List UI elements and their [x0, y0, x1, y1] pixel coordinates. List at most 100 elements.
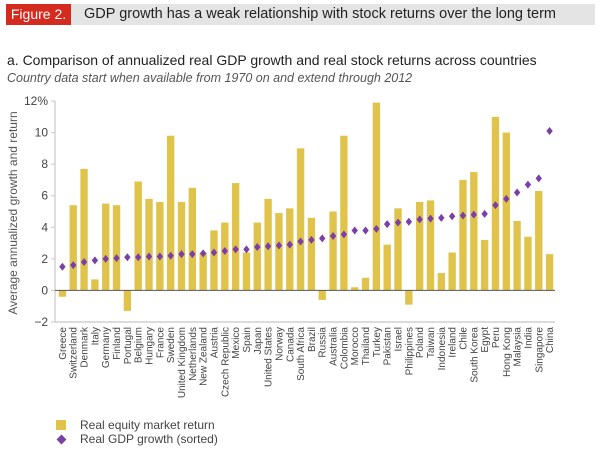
x-tick-label: Austria	[209, 327, 220, 359]
x-tick-label: Denmark	[80, 326, 91, 368]
y-axis-label: Average annualized growth and return	[6, 111, 20, 314]
y-tick-label: 8	[41, 157, 48, 171]
figure-tag: Figure 2.	[6, 4, 71, 25]
equity-bar	[351, 287, 359, 291]
equity-bar	[69, 205, 77, 291]
legend-label-equity: Real equity market return	[80, 418, 215, 432]
gdp-diamond-marker	[394, 218, 402, 227]
gdp-diamond-marker	[546, 126, 553, 135]
gdp-diamond-marker	[448, 212, 456, 221]
chart-subtitle: a. Comparison of annualized real GDP gro…	[7, 52, 537, 68]
gdp-diamond-marker	[178, 250, 185, 259]
x-tick-label: Indonesia	[437, 327, 448, 371]
figure-title: GDP growth has a weak relationship with …	[84, 6, 557, 22]
x-tick-label: Australia	[329, 327, 340, 366]
x-tick-label: Czech Republic	[220, 327, 231, 397]
axes: −2 0 2 4 6 8 10 12%	[24, 94, 555, 329]
equity-bar	[470, 172, 478, 291]
x-tick-label: Russia	[318, 327, 329, 358]
y-tick-label: 6	[41, 189, 48, 203]
gdp-diamond-marker	[416, 215, 423, 224]
equity-bar	[329, 211, 337, 291]
x-tick-label: United States	[264, 327, 275, 387]
gdp-diamond-marker	[297, 237, 304, 246]
equity-bar	[91, 279, 99, 291]
x-tick-label: Spain	[242, 327, 253, 353]
gdp-diamond-marker	[232, 245, 239, 254]
legend-diamond-icon	[56, 434, 67, 444]
equity-bar	[415, 202, 424, 291]
x-tick-label: Peru	[491, 327, 502, 348]
equity-bar	[394, 208, 402, 291]
gdp-diamond-marker	[189, 250, 196, 259]
x-tick-label: Pakistan	[383, 327, 394, 365]
equity-bar	[545, 254, 554, 291]
gdp-diamond-marker	[383, 220, 391, 229]
gdp-diamond-marker	[513, 188, 521, 197]
equity-bar	[231, 183, 240, 291]
equity-bar	[426, 200, 435, 291]
gdp-diamond-marker	[535, 174, 542, 183]
gdp-diamond-marker	[59, 262, 66, 271]
x-tick-label: Brazil	[307, 327, 318, 352]
x-tick-label: Singapore	[534, 327, 545, 373]
x-tick-label: Taiwan	[426, 327, 437, 358]
equity-bar	[166, 135, 175, 291]
equity-bar	[286, 208, 294, 291]
gdp-diamond-marker	[134, 253, 142, 262]
x-tick-label: China	[545, 327, 556, 354]
y-tick-label: 12%	[24, 94, 48, 108]
x-tick-label: Sweden	[166, 327, 177, 363]
equity-bar	[275, 213, 283, 291]
gdp-diamond-marker	[264, 242, 272, 251]
gdp-diamond-marker	[210, 248, 218, 257]
y-tick-label: −2	[34, 315, 48, 329]
x-tick-label: India	[523, 327, 534, 349]
gdp-diamond-marker	[254, 243, 261, 252]
x-tick-label: New Zealand	[199, 327, 210, 386]
gdp-diamond-marker	[351, 226, 358, 235]
equity-bar	[318, 290, 326, 300]
gdp-marker-series	[59, 126, 553, 271]
x-tick-label: France	[155, 327, 166, 359]
x-tick-label: Italy	[90, 327, 101, 345]
gdp-diamond-marker	[405, 217, 413, 226]
gdp-diamond-marker	[199, 249, 207, 258]
equity-bar	[502, 132, 510, 291]
gdp-diamond-marker	[221, 246, 229, 255]
bar-series	[58, 102, 554, 311]
equity-bar	[296, 148, 305, 291]
equity-bar	[361, 277, 370, 291]
gdp-diamond-marker	[286, 240, 293, 249]
x-tick-label: Switzerland	[69, 327, 80, 379]
equity-bar	[253, 222, 261, 291]
gdp-diamond-marker	[275, 241, 283, 250]
x-tick-label: Mexico	[231, 327, 242, 359]
equity-bar	[513, 220, 521, 291]
x-tick-labels: Greece Switzerland Denmark Italy Germany Finl…	[58, 326, 556, 398]
gdp-diamond-marker	[124, 253, 131, 262]
gdp-diamond-marker	[438, 213, 445, 222]
x-tick-label: Thailand	[361, 327, 372, 365]
equity-bar	[307, 217, 316, 291]
equity-bar	[383, 244, 391, 291]
gdp-diamond-marker	[329, 231, 337, 240]
x-tick-label: Canada	[285, 327, 296, 362]
gdp-diamond-marker	[243, 245, 250, 254]
equity-bar	[448, 252, 456, 291]
equity-bar	[210, 230, 218, 291]
x-tick-label: Ireland	[448, 327, 459, 358]
equity-bar	[459, 179, 467, 291]
legend-item-gdp: Real GDP growth (sorted)	[56, 432, 218, 446]
equity-bar	[372, 102, 381, 291]
equity-bar	[535, 190, 543, 291]
gdp-diamond-marker	[340, 230, 348, 239]
x-tick-label: Malaysia	[513, 327, 524, 367]
x-tick-label: Belgium	[134, 327, 145, 363]
equity-bar	[177, 202, 186, 291]
equity-bar	[112, 205, 121, 291]
y-tick-label: 0	[41, 283, 48, 297]
x-tick-label: Norway	[274, 327, 285, 361]
gdp-diamond-marker	[80, 258, 88, 267]
